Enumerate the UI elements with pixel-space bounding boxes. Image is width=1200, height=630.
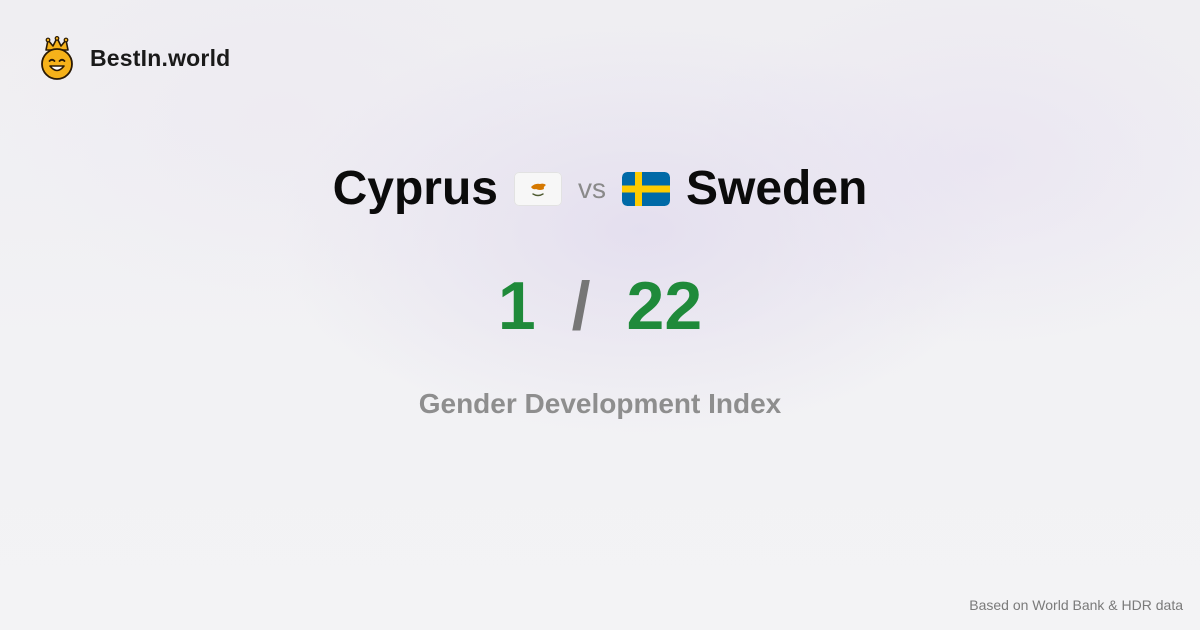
rank-comparison: 1 / 22	[0, 268, 1200, 344]
vs-label: vs	[577, 173, 606, 204]
crowned-smiley-icon	[41, 36, 73, 80]
brand-name: BestIn.world	[90, 44, 231, 71]
metric-label: Gender Development Index	[418, 388, 782, 419]
rank-separator: /	[571, 268, 591, 344]
sweden-flag-icon	[621, 172, 670, 206]
country-comparison: Cyprus vs Sweden	[0, 158, 1200, 220]
brand[interactable]: BestIn.world	[38, 36, 230, 80]
left-country-name: Cyprus	[332, 162, 498, 215]
right-rank: 22	[626, 268, 703, 344]
left-rank: 1	[497, 268, 536, 344]
data-source-note: Based on World Bank & HDR data	[969, 597, 1183, 613]
cyprus-flag-icon	[513, 172, 562, 206]
right-country-name: Sweden	[685, 162, 868, 215]
